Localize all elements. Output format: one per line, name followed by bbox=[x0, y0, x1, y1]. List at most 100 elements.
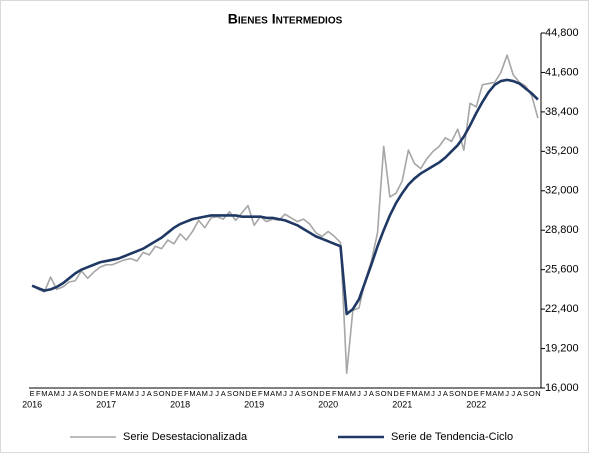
x-tick-label: D bbox=[97, 389, 103, 398]
x-tick-label: M bbox=[424, 389, 430, 398]
year-label: 2018 bbox=[170, 399, 190, 409]
x-tick-label: N bbox=[461, 389, 466, 398]
legend-label: Serie de Tendencia-Ciclo bbox=[391, 431, 513, 443]
x-tick-label: D bbox=[319, 389, 325, 398]
x-tick-label: A bbox=[418, 389, 423, 398]
x-tick-label: O bbox=[85, 389, 91, 398]
x-tick-label: D bbox=[245, 389, 251, 398]
x-tick-label: O bbox=[529, 389, 535, 398]
x-tick-label: M bbox=[128, 389, 134, 398]
x-tick-label: D bbox=[171, 389, 177, 398]
x-tick-label: S bbox=[523, 389, 528, 398]
x-tick-label: M bbox=[411, 389, 417, 398]
x-tick-label: O bbox=[233, 389, 239, 398]
x-tick-label: D bbox=[393, 389, 399, 398]
year-label: 2019 bbox=[244, 399, 264, 409]
x-tick-label: F bbox=[110, 389, 115, 398]
x-tick-label: E bbox=[104, 389, 109, 398]
x-tick-label: A bbox=[369, 389, 374, 398]
x-tick-label: M bbox=[115, 389, 121, 398]
x-tick-label: A bbox=[517, 389, 522, 398]
x-tick-label: A bbox=[344, 389, 349, 398]
x-tick-label: J bbox=[505, 389, 509, 398]
x-tick-label: E bbox=[326, 389, 331, 398]
x-tick-label: F bbox=[36, 389, 41, 398]
x-tick-label: A bbox=[147, 389, 152, 398]
y-tick-label: 35,200 bbox=[545, 145, 579, 157]
x-tick-label: N bbox=[165, 389, 170, 398]
x-tick-label: J bbox=[209, 389, 213, 398]
series-line bbox=[31, 78, 539, 316]
x-tick-label: S bbox=[227, 389, 232, 398]
x-tick-label: A bbox=[122, 389, 127, 398]
x-tick-label: A bbox=[295, 389, 300, 398]
x-tick-label: M bbox=[263, 389, 269, 398]
x-tick-label: M bbox=[276, 389, 282, 398]
x-tick-label: E bbox=[178, 389, 183, 398]
x-tick-label: F bbox=[332, 389, 337, 398]
x-tick-label: S bbox=[449, 389, 454, 398]
x-tick-label: J bbox=[431, 389, 435, 398]
chart-title: Bienes Intermedios bbox=[228, 11, 343, 27]
x-tick-label: M bbox=[202, 389, 208, 398]
y-tick-label: 32,000 bbox=[545, 185, 579, 197]
x-tick-label: M bbox=[498, 389, 504, 398]
x-tick-label: E bbox=[30, 389, 35, 398]
x-tick-label: N bbox=[313, 389, 318, 398]
x-tick-label: S bbox=[301, 389, 306, 398]
x-tick-label: N bbox=[91, 389, 96, 398]
x-tick-label: M bbox=[337, 389, 343, 398]
y-tick-label: 22,400 bbox=[545, 303, 579, 315]
x-tick-label: F bbox=[258, 389, 263, 398]
x-tick-label: A bbox=[443, 389, 448, 398]
x-tick-label: J bbox=[141, 389, 145, 398]
x-tick-label: F bbox=[184, 389, 189, 398]
x-tick-label: M bbox=[350, 389, 356, 398]
x-tick-label: F bbox=[406, 389, 411, 398]
x-tick-label: J bbox=[511, 389, 515, 398]
series-line bbox=[31, 54, 539, 375]
x-tick-label: O bbox=[307, 389, 313, 398]
x-tick-label: N bbox=[535, 389, 540, 398]
x-tick-label: A bbox=[73, 389, 78, 398]
x-tick-label: E bbox=[252, 389, 257, 398]
x-tick-label: J bbox=[437, 389, 441, 398]
x-tick-label: A bbox=[48, 389, 53, 398]
x-tick-label: J bbox=[61, 389, 65, 398]
x-tick-label: A bbox=[196, 389, 201, 398]
x-tick-label: M bbox=[41, 389, 47, 398]
x-tick-label: J bbox=[289, 389, 293, 398]
x-tick-label: J bbox=[283, 389, 287, 398]
x-tick-label: F bbox=[480, 389, 485, 398]
x-tick-label: M bbox=[189, 389, 195, 398]
year-label: 2020 bbox=[318, 399, 338, 409]
x-tick-label: A bbox=[270, 389, 275, 398]
y-tick-label: 28,800 bbox=[545, 224, 579, 236]
x-tick-label: M bbox=[485, 389, 491, 398]
x-tick-label: D bbox=[467, 389, 473, 398]
y-tick-label: 16,000 bbox=[545, 382, 579, 394]
x-tick-label: J bbox=[135, 389, 139, 398]
x-tick-label: O bbox=[381, 389, 387, 398]
x-tick-label: N bbox=[239, 389, 244, 398]
y-tick-label: 41,600 bbox=[545, 66, 579, 78]
x-tick-label: A bbox=[221, 389, 226, 398]
x-tick-label: J bbox=[67, 389, 71, 398]
x-tick-label: S bbox=[375, 389, 380, 398]
y-tick-label: 44,800 bbox=[545, 27, 579, 39]
x-tick-label: J bbox=[215, 389, 219, 398]
x-tick-label: N bbox=[387, 389, 392, 398]
y-tick-label: 19,200 bbox=[545, 342, 579, 354]
legend-label: Serie Desestacionalizada bbox=[123, 431, 248, 443]
x-tick-label: O bbox=[159, 389, 165, 398]
x-tick-label: M bbox=[54, 389, 60, 398]
x-tick-label: J bbox=[357, 389, 361, 398]
y-tick-label: 38,400 bbox=[545, 106, 579, 118]
x-tick-label: S bbox=[79, 389, 84, 398]
x-tick-label: J bbox=[363, 389, 367, 398]
y-tick-label: 25,600 bbox=[545, 264, 579, 276]
x-tick-label: O bbox=[455, 389, 461, 398]
